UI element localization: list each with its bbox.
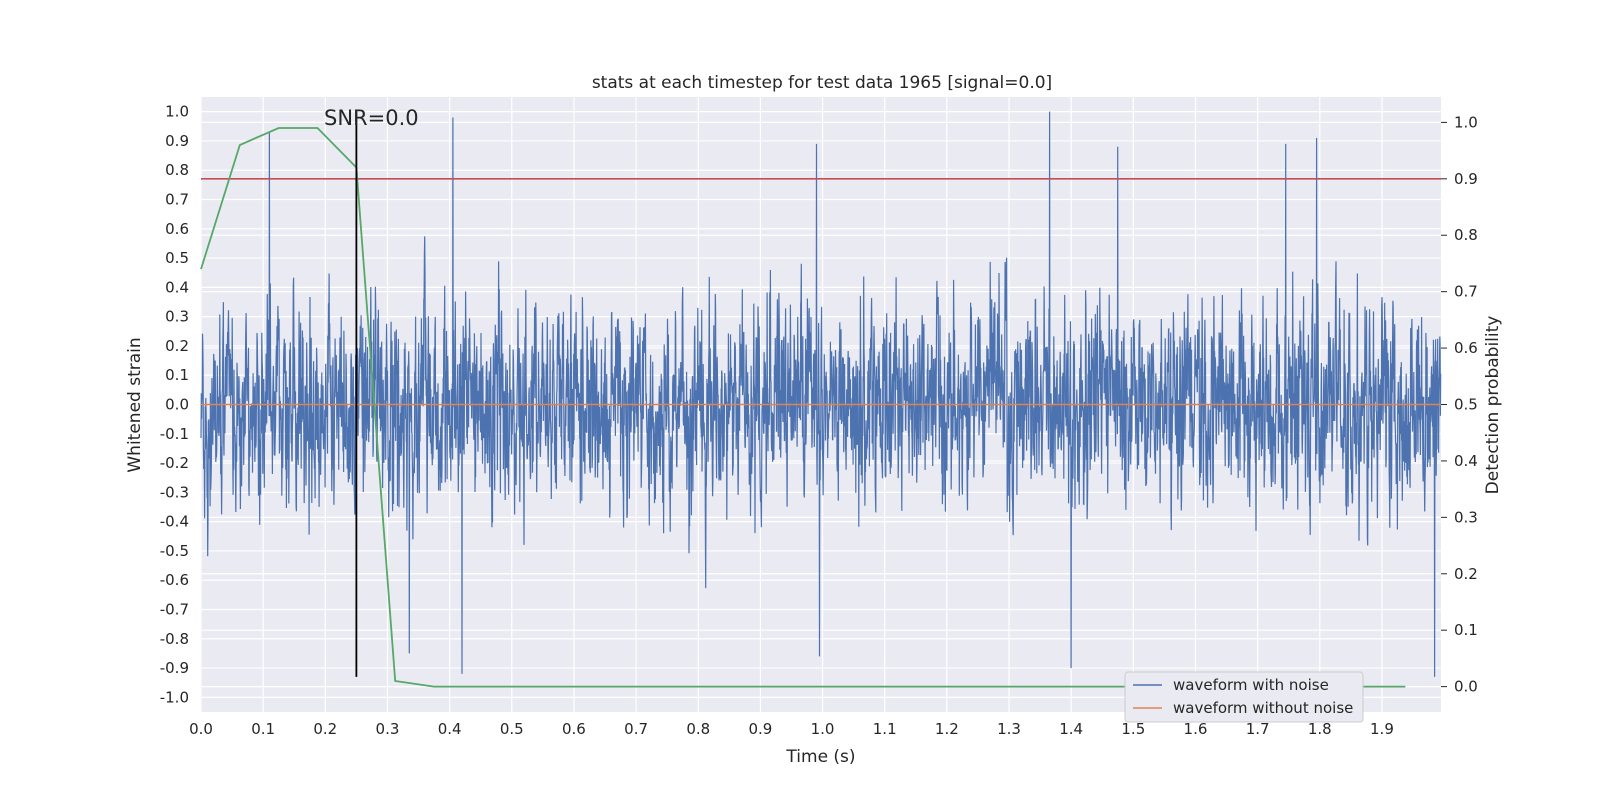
y-tick-label: -1.0 [160, 688, 189, 706]
x-tick-label: 1.5 [1121, 720, 1145, 738]
y2-axis-label: Detection probability [1483, 316, 1503, 495]
y2-tick-label: 0.7 [1454, 283, 1478, 301]
x-tick-label: 1.8 [1308, 720, 1332, 738]
x-tick-label: 0.5 [500, 720, 524, 738]
chart-title: stats at each timestep for test data 196… [592, 73, 1052, 93]
x-tick-label: 1.1 [873, 720, 897, 738]
legend-box [1124, 671, 1364, 723]
y2-tick-label: 0.8 [1454, 226, 1478, 244]
x-tick-label: 0.4 [438, 720, 462, 738]
y-tick-label: -0.5 [160, 542, 189, 560]
y-tick-label: -0.2 [160, 454, 189, 472]
y-tick-label: 0.4 [165, 278, 189, 296]
y-tick-label: 0.1 [165, 366, 189, 384]
x-tick-label: 1.9 [1370, 720, 1394, 738]
y-tick-label: -0.3 [160, 483, 189, 501]
x-tick-label: 0.1 [251, 720, 275, 738]
x-axis-label: Time (s) [785, 747, 855, 767]
legend-label-clean: waveform without noise [1173, 699, 1353, 717]
y-tick-label: 0.6 [165, 220, 189, 238]
y-tick-label: -0.1 [160, 425, 189, 443]
y-tick-label: 0.8 [165, 161, 189, 179]
y-tick-label: 0.7 [165, 191, 189, 209]
x-tick-label: 0.0 [189, 720, 213, 738]
y2-tick-label: 1.0 [1454, 113, 1478, 131]
y-tick-label: 0.5 [165, 249, 189, 267]
y-tick-label: -0.4 [160, 513, 189, 531]
series-waveform-with-noise [200, 111, 1442, 677]
y-tick-label: 0.2 [165, 337, 189, 355]
y-tick-label: -0.6 [160, 571, 189, 589]
y-tick-label: 0.3 [165, 308, 189, 326]
y2-tick-label: 0.6 [1454, 339, 1478, 357]
legend-label-noise: waveform with noise [1173, 676, 1329, 694]
y2-tick-label: 0.4 [1454, 452, 1478, 470]
y-axis-label: Whitened strain [125, 337, 145, 472]
y-tick-label: 0.9 [165, 132, 189, 150]
y-tick-label: -0.7 [160, 601, 189, 619]
snr-annotation: SNR=0.0 [324, 106, 419, 130]
x-tick-label: 1.2 [935, 720, 959, 738]
x-tick-label: 1.3 [997, 720, 1021, 738]
y2-tick-label: 0.5 [1454, 396, 1478, 414]
y2-tick-label: 0.9 [1454, 170, 1478, 188]
x-tick-label: 0.9 [748, 720, 772, 738]
y2-tick-label: 0.1 [1454, 621, 1478, 639]
x-tick-label: 1.7 [1246, 720, 1270, 738]
x-tick-label: 1.6 [1184, 720, 1208, 738]
y2-tick-label: 0.3 [1454, 508, 1478, 526]
x-tick-label: 1.4 [1059, 720, 1083, 738]
x-tick-label: 0.2 [313, 720, 337, 738]
data-layer [200, 111, 1442, 688]
x-tick-label: 0.7 [624, 720, 648, 738]
x-tick-label: 0.8 [686, 720, 710, 738]
y2-tick-label: 0.0 [1454, 678, 1478, 696]
x-tick-label: 0.6 [562, 720, 586, 738]
y-tick-label: 1.0 [165, 103, 189, 121]
y-tick-label: -0.8 [160, 630, 189, 648]
y2-tick-label: 0.2 [1454, 565, 1478, 583]
legend: waveform with noise waveform without noi… [1124, 671, 1364, 723]
tick-labels: 0.0 0.1 0.2 0.3 0.4 0.5 0.6 0.7 0.8 0.9 1.0 1.1 1.2 1… [160, 103, 1478, 738]
y-tick-label: 0.0 [165, 396, 189, 414]
x-tick-label: 1.0 [811, 720, 835, 738]
x-tick-label: 0.3 [376, 720, 400, 738]
y-tick-label: -0.9 [160, 659, 189, 677]
